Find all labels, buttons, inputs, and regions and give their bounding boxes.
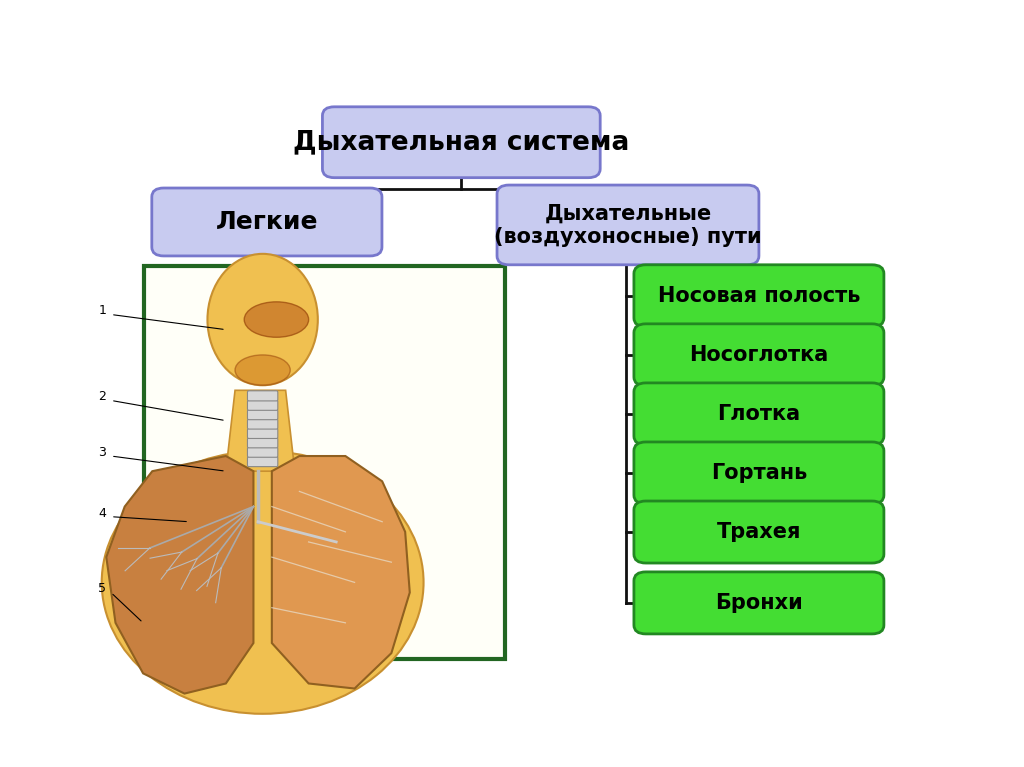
- FancyBboxPatch shape: [323, 107, 600, 178]
- Text: Легкие: Легкие: [216, 210, 318, 234]
- FancyBboxPatch shape: [634, 501, 884, 563]
- Text: 1: 1: [98, 304, 106, 318]
- Text: Носовая полость: Носовая полость: [657, 286, 860, 306]
- Ellipse shape: [208, 254, 317, 385]
- Polygon shape: [226, 390, 295, 471]
- Ellipse shape: [245, 302, 308, 337]
- FancyBboxPatch shape: [634, 572, 884, 634]
- Text: 3: 3: [98, 446, 106, 459]
- FancyBboxPatch shape: [248, 456, 278, 466]
- FancyBboxPatch shape: [248, 428, 278, 439]
- Ellipse shape: [236, 355, 290, 385]
- FancyBboxPatch shape: [248, 410, 278, 420]
- Text: 4: 4: [98, 507, 106, 520]
- Text: Носоглотка: Носоглотка: [689, 345, 828, 365]
- Text: Глотка: Глотка: [718, 404, 801, 424]
- Text: Дыхательная система: Дыхательная система: [293, 130, 630, 155]
- FancyBboxPatch shape: [248, 391, 278, 401]
- FancyBboxPatch shape: [634, 265, 884, 327]
- Text: Трахея: Трахея: [717, 522, 801, 542]
- FancyBboxPatch shape: [152, 188, 382, 256]
- Polygon shape: [106, 456, 254, 693]
- FancyBboxPatch shape: [248, 419, 278, 429]
- Text: Дыхательные
(воздухоносные) пути: Дыхательные (воздухоносные) пути: [495, 203, 762, 246]
- FancyBboxPatch shape: [248, 438, 278, 448]
- FancyBboxPatch shape: [248, 400, 278, 410]
- FancyBboxPatch shape: [497, 185, 759, 265]
- FancyBboxPatch shape: [143, 266, 505, 659]
- Text: 5: 5: [98, 582, 106, 595]
- FancyBboxPatch shape: [634, 324, 884, 386]
- Text: Гортань: Гортань: [711, 463, 807, 483]
- Text: Бронхи: Бронхи: [715, 593, 803, 613]
- FancyBboxPatch shape: [634, 383, 884, 445]
- Text: 2: 2: [98, 390, 106, 403]
- FancyBboxPatch shape: [634, 442, 884, 504]
- Polygon shape: [271, 456, 410, 689]
- Ellipse shape: [101, 451, 424, 714]
- FancyBboxPatch shape: [248, 447, 278, 457]
